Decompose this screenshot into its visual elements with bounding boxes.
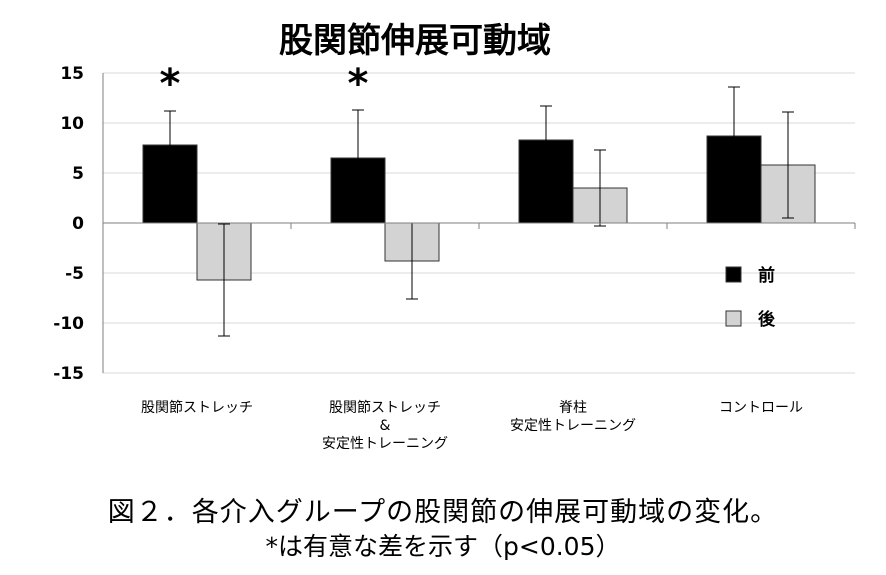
figure-caption-line2: *は有意な差を示す（p<0.05）: [265, 532, 621, 561]
legend-label: 前: [758, 265, 775, 286]
category-label: 股関節ストレッチ: [141, 399, 253, 416]
category-label: &: [380, 418, 391, 434]
significance-markers: * *: [160, 61, 369, 107]
y-tick-label: -15: [53, 364, 84, 384]
y-tick-label: 0: [72, 214, 84, 234]
error-bars: [164, 86, 794, 337]
chart-title: 股関節伸展可動域: [279, 21, 551, 61]
y-tick-label: 5: [72, 164, 84, 184]
figure-caption-line1: 図２．各介入グループの股関節の伸展可動域の変化。: [107, 497, 779, 528]
category-label: 股関節ストレッチ: [329, 399, 441, 416]
significance-marker: *: [348, 61, 369, 107]
category-label: 安定性トレーニング: [510, 418, 636, 434]
legend-swatch: [725, 266, 742, 283]
category-label: 脊柱: [559, 400, 587, 416]
bars: [142, 135, 816, 281]
legend-label: 後: [758, 309, 776, 330]
bar-chart: 15 10 5 0 -5 -10 -15 股関節ストレッチ 股関節ストレッチ & 安定性トレーニン…: [53, 21, 856, 452]
category-labels: 股関節ストレッチ 股関節ストレッチ&安定性トレーニング脊柱安定性トレーニングコント…: [141, 399, 803, 452]
significance-marker: *: [160, 61, 181, 107]
category-label: コントロール: [719, 400, 803, 416]
y-tick-label: -10: [53, 314, 84, 334]
y-tick-label: 15: [60, 64, 84, 84]
axes: [102, 73, 856, 373]
y-tick-labels: 15 10 5 0 -5 -10 -15: [53, 64, 84, 384]
legend: 前後: [725, 265, 776, 330]
category-label: 安定性トレーニング: [322, 436, 448, 452]
y-tick-label: -5: [65, 264, 84, 284]
y-tick-label: 10: [60, 114, 84, 134]
legend-swatch: [725, 310, 742, 327]
